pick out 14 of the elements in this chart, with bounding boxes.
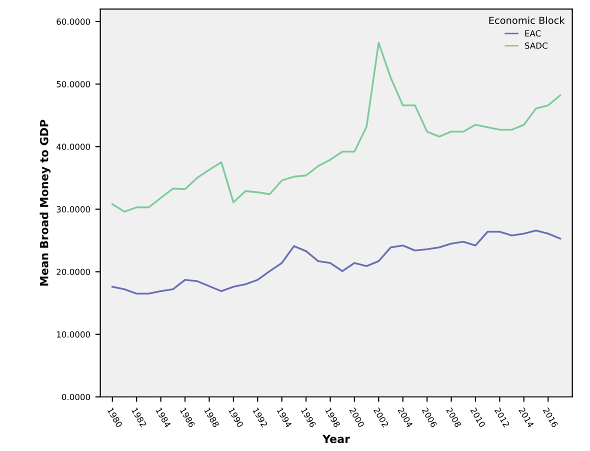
y-tick-label: 0.0000 [62,394,90,400]
legend-title: Economic Block [489,16,565,24]
line-series [112,230,562,295]
y-tick-label: 20.0000 [56,268,90,276]
legend-label: EAC [525,30,541,37]
legend-label: SADC [525,42,548,49]
y-tick-label: 40.0000 [56,144,90,150]
y-tick-label: 30.0000 [56,206,90,212]
x-axis-title: Year [322,434,350,444]
y-axis-title: Mean Broad Money to GDP [40,120,51,286]
y-tick-label: 10.0000 [57,331,90,338]
y-tick-label: 50.0000 [56,81,90,88]
y-tick-label: 60.0000 [56,18,90,25]
line-series [112,42,562,213]
